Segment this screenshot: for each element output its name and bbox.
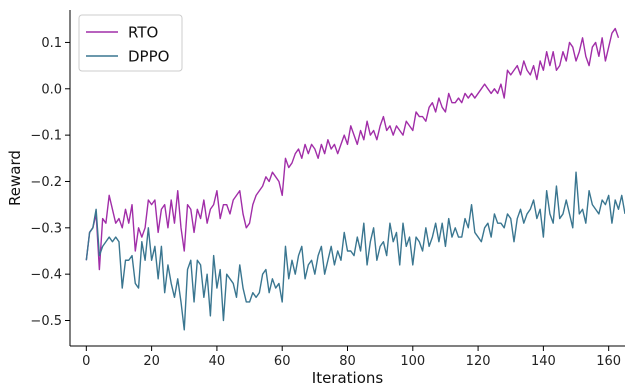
x-tick-label: 140 (531, 354, 556, 369)
x-ticks: 0 20 40 60 80 100 120 140 160 (82, 346, 621, 369)
y-tick-label: −0.5 (30, 314, 62, 329)
y-tick-label: −0.4 (30, 268, 62, 283)
legend-label-dppo: DPPO (128, 48, 169, 66)
series-line-dppo (85, 171, 625, 331)
x-tick-label: 160 (596, 354, 621, 369)
y-tick-label: −0.2 (30, 175, 62, 190)
x-tick-label: 100 (400, 354, 425, 369)
y-tick-label: 0.0 (41, 82, 62, 97)
y-tick-label: 0.1 (41, 36, 62, 51)
series-line-rto (85, 27, 620, 271)
x-tick-label: 20 (143, 354, 160, 369)
x-tick-label: 120 (466, 354, 491, 369)
plot-area (85, 27, 625, 331)
legend-box (78, 14, 183, 72)
x-axis-title: Iterations (312, 369, 384, 386)
x-tick-label: 80 (339, 354, 356, 369)
y-tick-label: −0.1 (30, 129, 62, 144)
x-tick-label: 60 (274, 354, 291, 369)
x-tick-label: 0 (82, 354, 90, 369)
legend: RTO DPPO (78, 14, 183, 72)
y-ticks: −0.5 −0.4 −0.3 −0.2 −0.1 0.0 0.1 (30, 36, 70, 329)
x-tick-label: 40 (209, 354, 226, 369)
legend-label-rto: RTO (128, 24, 158, 42)
y-axis-title: Reward (6, 150, 24, 206)
y-tick-label: −0.3 (30, 221, 62, 236)
